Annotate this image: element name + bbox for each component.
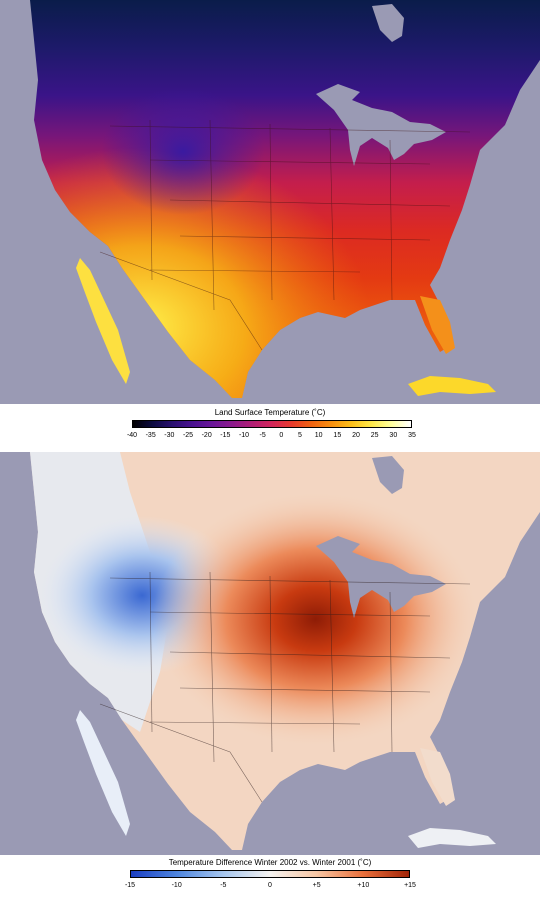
land-surface-temperature-tick-label: -40 bbox=[126, 432, 138, 439]
temperature-difference-tick-label: -5 bbox=[220, 882, 227, 889]
land-surface-temperature-tick-labels: -40 -35 -30 -25 -20 -15 -10 -5 0 5 10 15 20 25 30 35 bbox=[127, 432, 416, 444]
land-surface-temperature-tick-label: -25 bbox=[182, 432, 194, 439]
land-surface-temperature-colorbar bbox=[132, 420, 412, 428]
land-surface-temperature-tick-label: 25 bbox=[370, 432, 379, 439]
land-surface-temperature-tick-label: -5 bbox=[259, 432, 266, 439]
great-lakes bbox=[316, 536, 446, 618]
temperature-difference-tick-labels: -15 -10 -5 0 +5 +10 +15 bbox=[125, 882, 416, 894]
temperature-difference-tick-label: +10 bbox=[357, 882, 370, 889]
hudson-bay bbox=[372, 456, 404, 494]
land-surface-temperature-tick-label: 0 bbox=[279, 432, 284, 439]
land-surface-temperature-tick-label: 5 bbox=[298, 432, 302, 439]
land-surface-temperature-tick-label: 30 bbox=[389, 432, 398, 439]
cuba-island bbox=[408, 376, 496, 396]
baja-california-peninsula bbox=[76, 258, 130, 384]
hudson-bay bbox=[372, 4, 404, 42]
temperature-difference-map-image bbox=[0, 452, 540, 855]
land-surface-temperature-map bbox=[0, 0, 540, 404]
land-surface-temperature-tick-label: -35 bbox=[145, 432, 156, 439]
temperature-difference-tick-label: -15 bbox=[124, 882, 136, 889]
state-borders bbox=[99, 119, 471, 351]
land-surface-temperature-tick-label: 15 bbox=[333, 432, 342, 439]
florida-peninsula bbox=[420, 296, 455, 354]
temperature-difference-tick-label: -10 bbox=[171, 882, 182, 889]
great-lakes bbox=[316, 84, 446, 166]
land-surface-temperature-tick-label: -20 bbox=[201, 432, 212, 439]
land-surface-temperature-legend: Land Surface Temperature (˚C) -40 -35 -30-… bbox=[0, 404, 540, 452]
temperature-difference-legend: Temperature Difference Winter 2002 vs. W… bbox=[0, 855, 540, 900]
land-surface-temperature-tick-label: -10 bbox=[238, 432, 250, 439]
temperature-difference-tick-label: +15 bbox=[404, 882, 416, 889]
land-surface-temperature-map-image bbox=[0, 0, 540, 404]
state-borders bbox=[99, 571, 471, 803]
baja-california-peninsula bbox=[76, 710, 130, 836]
florida-peninsula bbox=[420, 748, 455, 806]
land-surface-temperature-tick-label: 20 bbox=[352, 432, 360, 439]
temperature-difference-tick-label: +5 bbox=[312, 882, 321, 889]
temperature-difference-map bbox=[0, 452, 540, 855]
temperature-difference-legend-title: Temperature Difference Winter 2002 vs. W… bbox=[168, 858, 372, 867]
land-surface-temperature-tick-label: 35 bbox=[408, 432, 416, 439]
land-surface-temperature-tick-label: -30 bbox=[164, 432, 175, 439]
land-surface-temperature-tick-label: -15 bbox=[220, 432, 231, 439]
cuba-island bbox=[408, 828, 496, 848]
temperature-difference-colorbar bbox=[130, 870, 410, 878]
land-surface-temperature-tick-label: 10 bbox=[314, 432, 323, 439]
land-surface-temperature-legend-title: Land Surface Temperature (˚C) bbox=[214, 408, 326, 417]
temperature-difference-tick-label: 0 bbox=[268, 882, 272, 889]
